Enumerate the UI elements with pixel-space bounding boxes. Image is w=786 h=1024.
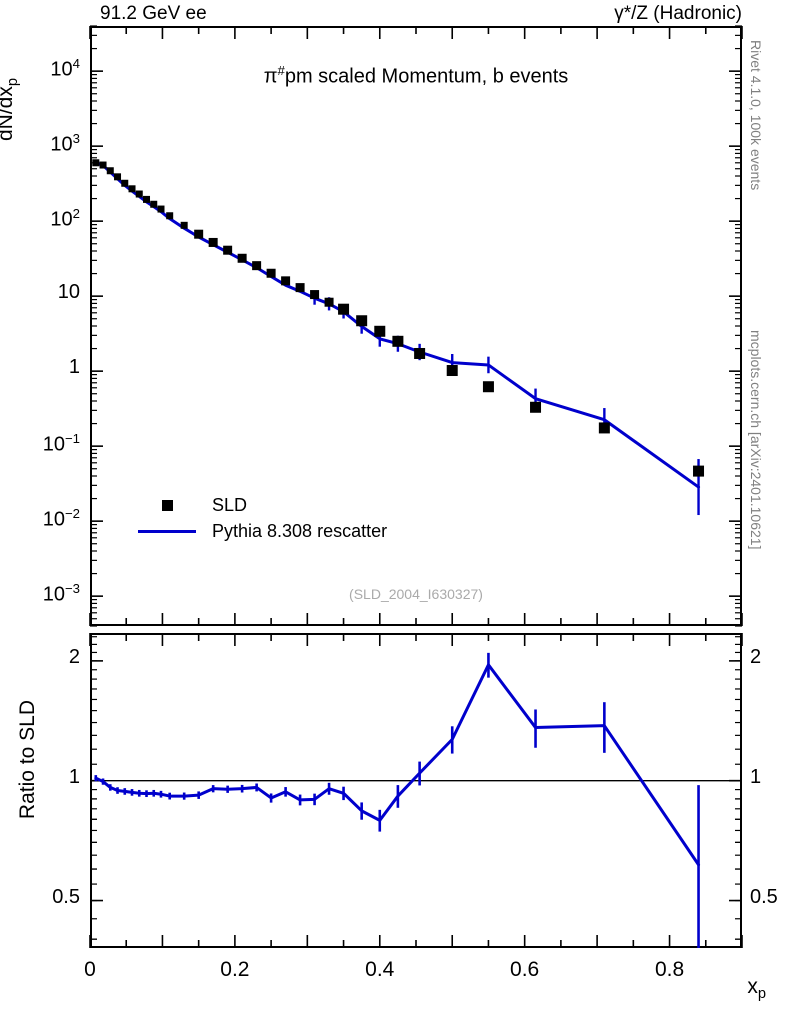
main-y-tick-label: 10−3 [42,581,80,606]
header-right-process: γ*/Z (Hadronic) [614,3,742,24]
ratio-y-tick-label-left: 1 [68,765,80,788]
main-y-tick-label: 10−1 [42,431,80,456]
sld-data-marker [180,221,188,229]
ratio-y-tick-label-right: 0.5 [750,885,778,908]
sld-data-marker [143,195,151,203]
sld-data-marker [128,185,136,193]
legend-item-sld[interactable]: SLD [128,492,387,518]
sld-data-marker [157,205,165,213]
ratio-y-tick-label-right: 1 [750,765,762,788]
legend-key [128,499,206,511]
legend-key [128,529,206,533]
sld-data-marker [414,347,426,359]
sld-data-marker [356,315,368,327]
sld-data-marker [166,212,174,220]
plot-title: π#pm scaled Momentum, b events [90,63,742,89]
header-left-energy: 91.2 GeV ee [100,3,207,24]
ratio-curve [94,663,701,867]
legend-square-marker-icon [161,499,173,511]
x-axis-label-text: x [747,975,758,998]
sld-data-marker [338,303,350,315]
x-axis-label-sub: p [757,986,766,1003]
main-y-tick-label: 10 [57,281,80,304]
ratio-y-tick-label-left: 0.5 [52,885,80,908]
plot-title-hash: # [277,63,285,78]
sld-data-marker [208,237,218,247]
sld-data-marker [295,283,305,293]
sld-data-marker [530,401,542,413]
sld-data-marker [92,159,100,167]
x-axis-label: xp [747,975,766,1002]
ratio-y-tick-label-right: 2 [750,645,762,668]
sld-data-marker [324,297,334,307]
sld-data-marker [106,167,114,175]
x-tick-label: 0.4 [365,958,395,981]
legend-label: Pythia 8.308 rescatter [212,520,388,541]
sld-data-marker [252,261,262,271]
sld-data-marker [99,161,107,169]
analysis-id-watermark: (SLD_2004_I630327) [349,586,483,602]
legend-label: SLD [212,494,248,515]
legend-item-pythia[interactable]: Pythia 8.308 rescatter [128,518,387,544]
sld-data-marker [223,245,233,255]
x-tick-label: 0.2 [220,958,250,981]
sld-data-marker [598,422,610,434]
sld-data-marker [374,325,386,337]
sld-data-marker [266,268,276,278]
main-y-tick-label: 10−2 [42,506,80,531]
sld-data-marker [482,381,494,393]
sld-data-marker [194,229,204,239]
sld-data-marker [150,200,158,208]
sld-data-marker [446,365,458,377]
main-y-tick-label: 1 [68,356,80,379]
x-tick-label: 0.8 [654,958,685,981]
sld-data-marker [281,276,291,286]
sld-data-marker [237,253,247,263]
legend-line-marker-icon [138,529,196,533]
ratio-y-tick-label-left: 2 [68,645,80,668]
sld-data-marker [693,465,705,477]
sld-data-marker [135,190,143,198]
x-tick-label: 0.6 [510,958,540,981]
plot-title-rest: pm scaled Momentum, b events [284,65,569,88]
sld-data-marker [121,179,129,187]
main-y-tick-label: 102 [50,206,80,231]
x-tick-label: 0 [84,958,96,981]
main-y-tick-label: 103 [50,131,80,156]
legend: SLD Pythia 8.308 rescatter [128,492,387,544]
sld-data-marker [392,335,404,347]
main-y-tick-label: 104 [50,56,80,81]
sld-data-marker [310,290,320,300]
sld-data-marker [114,173,122,181]
plot-title-pi: π [263,65,278,88]
